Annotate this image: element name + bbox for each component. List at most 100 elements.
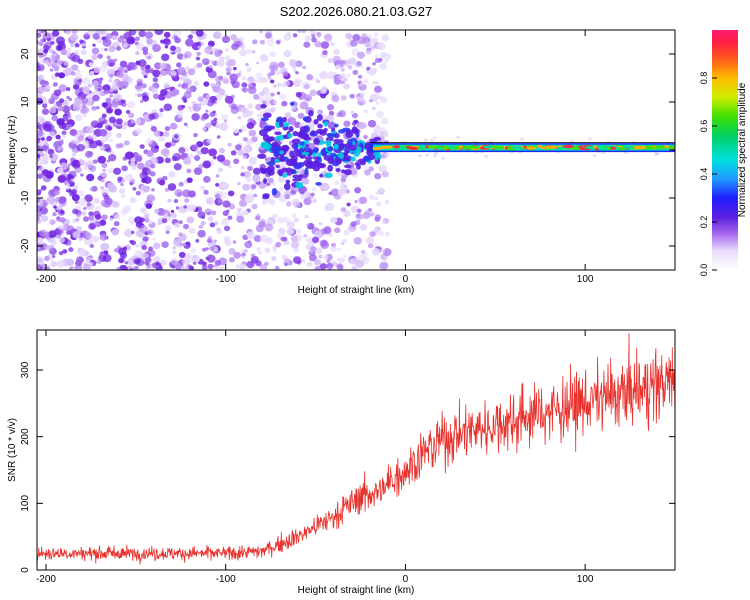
spectrogram-noise-dot (192, 65, 199, 71)
spectrogram-noise-dot (343, 229, 351, 236)
spectrogram-faint-dot (519, 137, 524, 141)
spectrogram-noise-dot (277, 217, 285, 224)
spectrogram-noise-dot (104, 48, 108, 52)
spectrogram-noise-dot (237, 116, 242, 120)
spectrogram-noise-dot (292, 256, 302, 264)
spectrogram-transition-blob (298, 174, 303, 182)
spectrogram-noise-dot (251, 82, 256, 87)
spectrogram-noise-dot (276, 71, 281, 76)
spectrogram-noise-dot (136, 162, 145, 170)
spectrogram-noise-dot (145, 64, 151, 70)
spectrogram-noise-dot (113, 58, 118, 62)
spectrogram-noise-dot (233, 158, 240, 165)
spectrogram-noise-dot (252, 50, 256, 54)
spectrogram-noise-dot (121, 209, 128, 216)
spectrogram-noise-dot (362, 211, 371, 219)
spectrogram-noise-dot (137, 81, 143, 87)
spectrogram-noise-dot (130, 230, 135, 234)
spectrogram-faint-dot (655, 152, 660, 156)
spectrogram-noise-dot (205, 247, 209, 251)
spectrogram-noise-dot (97, 155, 107, 164)
spectrogram-noise-dot (246, 165, 254, 172)
spectrogram-transition-blob (281, 144, 290, 151)
spectrogram-noise-dot (65, 30, 72, 35)
spectrogram-noise-dot (332, 55, 342, 64)
spectrogram-noise-dot (356, 61, 363, 67)
spectrogram-noise-dot (244, 195, 254, 204)
spectrogram-noise-dot (163, 82, 171, 89)
spectrogram-noise-dot (362, 252, 368, 257)
spectrogram-noise-dot (152, 255, 161, 264)
spectrogram-noise-dot (195, 239, 200, 243)
spectrogram-noise-dot (102, 38, 112, 47)
spectrogram-noise-dot (137, 93, 142, 98)
spectrogram-transition-blob (285, 158, 295, 167)
spectrogram-noise-dot (118, 143, 124, 149)
spectrogram-noise-dot (123, 121, 129, 127)
spectrogram-noise-dot (177, 83, 182, 88)
spectrogram-noise-dot (170, 258, 179, 266)
spectrogram-noise-dot (40, 38, 45, 43)
spectrogram-noise-dot (164, 153, 169, 158)
spectrogram-noise-dot (347, 64, 353, 70)
spectrogram-noise-dot (368, 166, 374, 172)
spectrogram-transition-blob (307, 161, 317, 169)
spectrogram-noise-dot (130, 221, 135, 225)
x-tick-label: -200 (36, 274, 56, 285)
spectrogram-noise-dot (195, 30, 204, 37)
spectrogram-noise-dot (49, 219, 56, 226)
spectrogram-noise-dot (56, 217, 62, 223)
spectrogram-noise-dot (116, 46, 122, 51)
spectrogram-noise-dot (223, 159, 231, 167)
spectrogram-noise-dot (129, 196, 137, 204)
spectrogram-noise-dot (205, 122, 212, 129)
spectrogram-noise-dot (58, 138, 65, 144)
spectrogram-noise-dot (297, 30, 303, 33)
spectrogram-noise-dot (303, 197, 312, 206)
spectrogram-transition-blob (262, 112, 272, 119)
spectrogram-noise-dot (209, 51, 214, 55)
spectrogram-noise-dot (192, 254, 197, 259)
snr-y-axis-label: SNR (10 * v/v) (7, 418, 18, 482)
spectrogram-noise-dot (118, 257, 125, 264)
spectrogram-noise-dot (375, 124, 381, 129)
spectrogram-noise-dot (173, 222, 181, 229)
spectrogram-noise-dot (258, 221, 266, 228)
spectrogram-noise-dot (58, 59, 64, 65)
spectrogram-noise-dot (265, 237, 274, 245)
spectrogram-noise-dot (337, 247, 342, 252)
signal-band-segment (597, 146, 608, 151)
spectrogram-noise-dot (163, 38, 171, 45)
spectrogram-noise-dot (154, 145, 159, 150)
spectrogram-noise-dot (371, 80, 376, 85)
spectrogram-noise-dot (152, 77, 159, 83)
spectrogram-noise-dot (223, 225, 231, 232)
spectrogram-noise-dot (186, 168, 192, 174)
signal-band-segment (511, 145, 518, 150)
spectrogram-faint-dot (425, 153, 430, 157)
spectrogram-noise-dot (268, 199, 276, 206)
spectrogram-noise-dot (86, 202, 92, 207)
spectrogram-noise-dot (340, 67, 345, 72)
spectrogram-noise-dot (317, 109, 324, 115)
spectrogram-noise-dot (130, 240, 136, 246)
spectrogram-faint-dot (433, 154, 438, 158)
spectrogram-noise-dot (174, 188, 183, 197)
spectrogram-transition-blob (278, 171, 283, 177)
spectrogram-noise-dot (150, 126, 157, 132)
spectrogram-noise-dot (125, 173, 133, 181)
spectrogram-noise-dot (53, 205, 57, 209)
spectrogram-noise-dot (45, 246, 50, 250)
spectrogram-noise-dot (37, 129, 44, 137)
spectrogram-noise-dot (158, 74, 163, 78)
spectrogram-noise-dot (122, 85, 127, 89)
spectrogram-noise-dot (352, 33, 361, 41)
spectrogram-noise-dot (225, 66, 233, 73)
spectrogram-noise-dot (350, 205, 359, 213)
spectrogram-noise-dot (241, 253, 246, 258)
spectrogram-noise-dot (82, 113, 87, 118)
spectrogram-noise-dot (93, 66, 102, 74)
spectrogram-noise-dot (37, 237, 44, 244)
spectrogram-noise-dot (369, 211, 376, 218)
spectrogram-transition-blob (276, 116, 284, 123)
